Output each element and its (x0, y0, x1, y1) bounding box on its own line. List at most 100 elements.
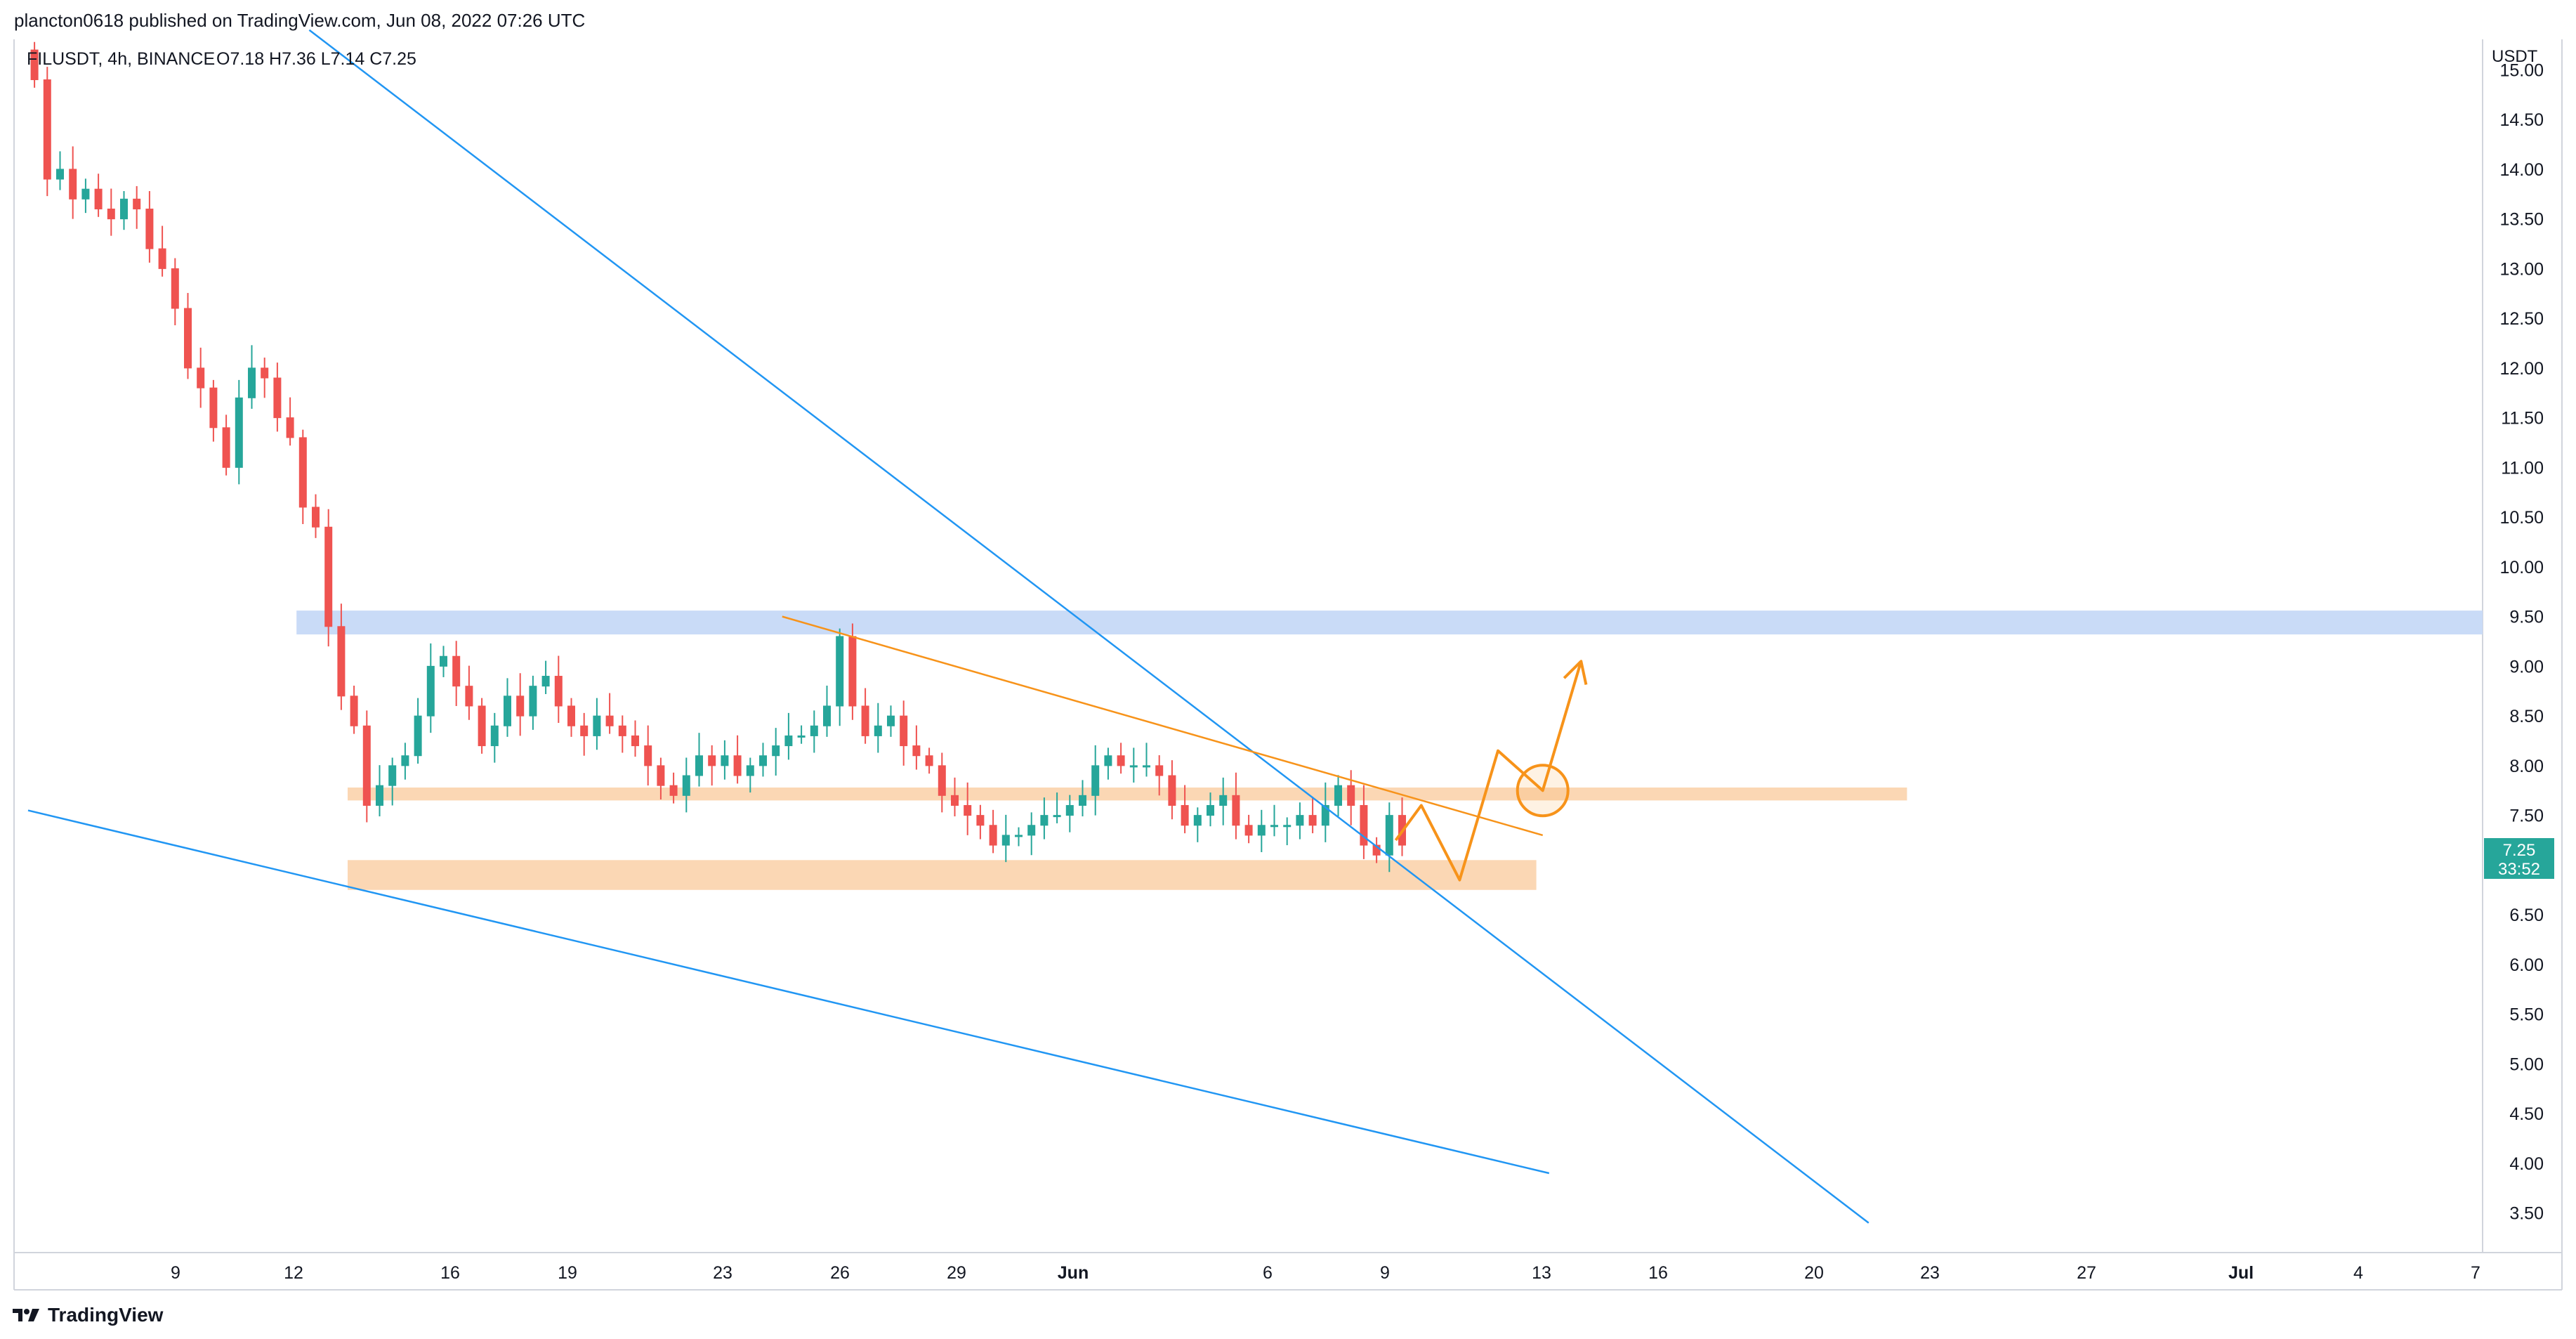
candle-body (810, 725, 818, 736)
candle-body (848, 636, 857, 707)
candle-body (1257, 825, 1266, 836)
time-tick-label: Jun (1058, 1263, 1089, 1283)
price-tick-label: 6.50 (2509, 906, 2544, 925)
candle-body (887, 715, 895, 726)
candle-body (721, 755, 729, 766)
candle-body (1091, 765, 1100, 796)
candle-body (298, 437, 307, 508)
time-axis[interactable]: 9 12 16 19 23 26 29 Jun 6 9 13 16 20 23 27 Jul 4 7 (171, 1263, 2480, 1283)
time-tick-label: 13 (1532, 1263, 1551, 1283)
candle-body (158, 248, 166, 269)
candle-body (273, 377, 282, 419)
price-tick-label: 8.50 (2509, 707, 2544, 726)
candle-body (964, 804, 972, 816)
tradingview-brand: TradingView (48, 1304, 164, 1326)
candle-body (56, 169, 64, 180)
candle-body (222, 427, 230, 468)
time-tick-label: Jul (2228, 1263, 2254, 1283)
candle-body (1040, 815, 1049, 826)
candle-body (976, 815, 985, 826)
price-tick-label: 5.00 (2509, 1054, 2544, 1074)
price-tick-label: 14.50 (2499, 110, 2544, 130)
last-price-tag (2484, 838, 2554, 879)
candle-body (414, 715, 422, 757)
candle-body (1219, 795, 1228, 806)
candle-body (1027, 825, 1036, 836)
candle-body (1155, 765, 1164, 776)
chart-pane[interactable] (14, 39, 2483, 1253)
candle-body (248, 367, 256, 398)
candle-body (1065, 804, 1074, 816)
candle-body (682, 775, 690, 796)
candle-body (452, 655, 461, 687)
candle-body (504, 695, 511, 726)
candle-body (362, 725, 371, 806)
candle-body (286, 417, 294, 438)
candle-body (618, 725, 626, 736)
candle-body (669, 785, 678, 796)
candle-body (1283, 825, 1292, 828)
candle-body (593, 715, 601, 736)
ohlc-legend: O7.18 H7.36 L7.14 C7.25 (216, 49, 416, 69)
candle-body (43, 79, 51, 180)
price-tick-label: 7.50 (2509, 806, 2544, 826)
price-tick-label: 5.50 (2509, 1005, 2544, 1025)
price-tick-label: 3.50 (2509, 1204, 2544, 1224)
candle-body (1079, 795, 1086, 806)
breakout-circle-marker (1516, 764, 1570, 818)
candle-body (1347, 785, 1355, 806)
price-tick-label: 9.00 (2509, 657, 2544, 677)
time-tick-label: 9 (171, 1263, 180, 1283)
time-tick-label: 27 (2077, 1263, 2096, 1283)
candle-body (209, 387, 218, 429)
projection-path (1394, 660, 1583, 882)
candle-body (69, 169, 77, 200)
price-tick-label: 12.00 (2499, 359, 2544, 379)
candle-body (184, 308, 192, 369)
price-tick-label: 12.50 (2499, 309, 2544, 329)
candle-body (1308, 815, 1317, 826)
candle-body (261, 367, 269, 379)
candle-body (900, 715, 908, 747)
time-tick-label: 7 (2471, 1263, 2480, 1283)
candle-body (657, 765, 665, 786)
candle-body (631, 735, 639, 747)
candle-body (350, 695, 358, 726)
candle-body (529, 686, 537, 717)
candle-body (1321, 804, 1329, 826)
candle-body (1232, 795, 1240, 826)
candle-body (440, 655, 447, 667)
candle-body (94, 188, 103, 209)
candle-body (938, 765, 946, 796)
price-tick-label: 10.50 (2499, 508, 2544, 528)
price-tick-label: 4.50 (2509, 1104, 2544, 1124)
price-tick-label: 4.00 (2509, 1154, 2544, 1174)
candle-body (490, 725, 499, 747)
candle-body (695, 755, 703, 776)
candle-body (951, 795, 959, 806)
candle-body (925, 755, 933, 766)
candle-body (376, 785, 383, 806)
candle-body (133, 198, 141, 209)
candle-body (516, 695, 525, 717)
candle-body (120, 198, 128, 220)
candle-body (874, 725, 882, 736)
time-tick-label: 6 (1263, 1263, 1273, 1283)
candle-body (145, 208, 154, 249)
candle-body (324, 526, 333, 627)
candle-body (989, 825, 997, 846)
tradingview-logo[interactable]: TradingView (13, 1304, 163, 1326)
candle-body (1296, 815, 1304, 826)
candle-body (1385, 815, 1393, 856)
symbol-legend[interactable]: FILUSDT, 4h, BINANCE (27, 49, 215, 69)
candle-body (312, 507, 320, 528)
price-tick-label: 15.00 (2499, 60, 2544, 80)
price-axis[interactable]: 15.00 14.50 14.00 13.50 13.00 12.50 12.00 11.50… (2499, 60, 2544, 1223)
currency-label: USDT (2492, 47, 2538, 66)
lower-blue-trendline (27, 809, 1550, 1175)
candle-body (1143, 765, 1150, 768)
candle-body (1270, 825, 1278, 828)
candle-body (171, 268, 179, 309)
candle-body (388, 765, 397, 786)
